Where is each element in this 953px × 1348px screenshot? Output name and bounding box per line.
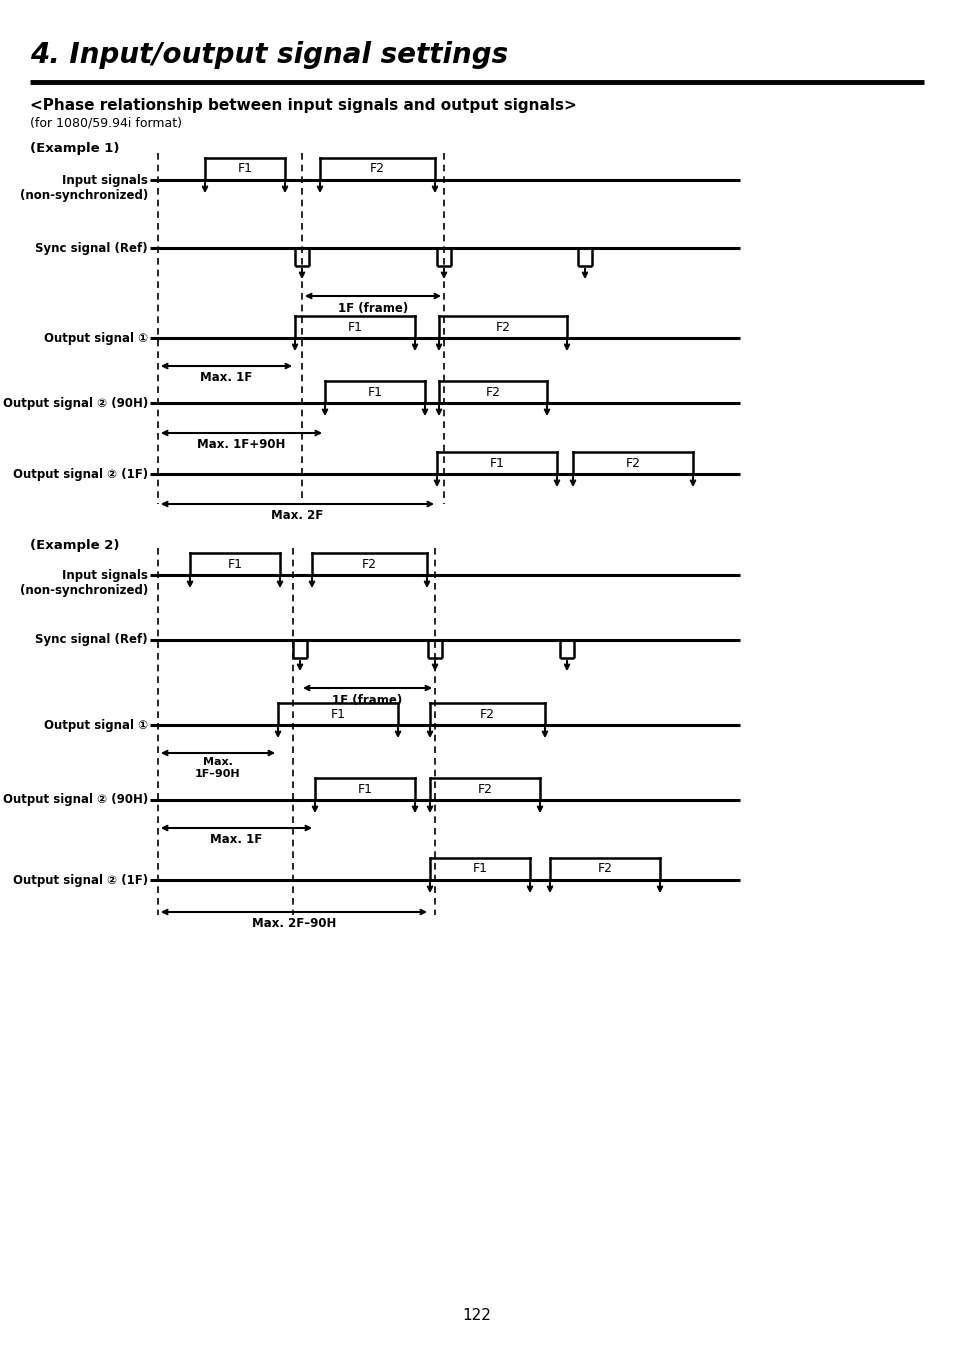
- Text: F1: F1: [237, 163, 253, 175]
- Text: 1F (frame): 1F (frame): [332, 694, 402, 706]
- Text: Max. 1F: Max. 1F: [211, 833, 262, 847]
- Text: F1: F1: [330, 708, 345, 720]
- Text: Output signal ② (90H): Output signal ② (90H): [3, 396, 148, 410]
- Text: F2: F2: [370, 163, 385, 175]
- Text: 1F (frame): 1F (frame): [337, 302, 408, 315]
- Text: F2: F2: [485, 386, 500, 399]
- Text: (Example 1): (Example 1): [30, 142, 119, 155]
- Text: F2: F2: [597, 863, 612, 875]
- Text: F1: F1: [347, 321, 362, 333]
- Text: <Phase relationship between input signals and output signals>: <Phase relationship between input signal…: [30, 97, 577, 112]
- Text: Output signal ② (1F): Output signal ② (1F): [12, 468, 148, 480]
- Text: Max. 2F: Max. 2F: [271, 510, 323, 522]
- Text: 122: 122: [462, 1308, 491, 1322]
- Text: F2: F2: [625, 457, 639, 469]
- Text: Max. 1F+90H: Max. 1F+90H: [197, 438, 285, 452]
- Text: Input signals
(non-synchronized): Input signals (non-synchronized): [20, 174, 148, 202]
- Text: 4. Input/output signal settings: 4. Input/output signal settings: [30, 40, 508, 69]
- Text: Output signal ①: Output signal ①: [44, 332, 148, 345]
- Text: F2: F2: [495, 321, 510, 333]
- Text: F1: F1: [472, 863, 487, 875]
- Text: Output signal ①: Output signal ①: [44, 718, 148, 732]
- Text: Sync signal (Ref): Sync signal (Ref): [35, 634, 148, 647]
- Text: Max. 1F: Max. 1F: [200, 371, 253, 384]
- Text: F1: F1: [227, 558, 242, 570]
- Text: Output signal ② (1F): Output signal ② (1F): [12, 874, 148, 887]
- Text: (for 1080/59.94i format): (for 1080/59.94i format): [30, 116, 182, 129]
- Text: F1: F1: [357, 782, 372, 795]
- Text: F2: F2: [361, 558, 376, 570]
- Text: F1: F1: [367, 386, 382, 399]
- Text: (Example 2): (Example 2): [30, 538, 119, 551]
- Text: Max.
1F–90H: Max. 1F–90H: [195, 758, 240, 779]
- Text: Input signals
(non-synchronized): Input signals (non-synchronized): [20, 569, 148, 597]
- Text: Max. 2F–90H: Max. 2F–90H: [252, 917, 335, 930]
- Text: Sync signal (Ref): Sync signal (Ref): [35, 241, 148, 255]
- Text: F2: F2: [479, 708, 495, 720]
- Text: F2: F2: [477, 782, 492, 795]
- Text: F1: F1: [489, 457, 504, 469]
- Text: Output signal ② (90H): Output signal ② (90H): [3, 794, 148, 806]
